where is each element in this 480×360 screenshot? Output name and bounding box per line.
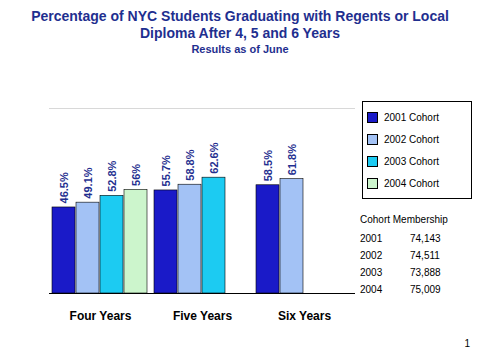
html-text:2001 Cohort: 2001 Cohort [384,111,439,123]
html-text:74,143: 74,143 [410,233,441,244]
html-text:2002: 2002 [360,250,383,261]
html-text:2002 Cohort: 2002 Cohort [384,133,439,145]
svg-text:52.8%: 52.8% [106,160,118,191]
html-text:Cohort Membership: Cohort Membership [360,214,448,225]
html-text:2001: 2001 [360,233,383,244]
html-text:2003: 2003 [360,267,383,278]
html-text:73,888: 73,888 [410,267,441,278]
svg-text:Six Years: Six Years [278,309,331,323]
html-text:Results as of June: Results as of June [191,43,289,55]
html-text:2004 Cohort: 2004 Cohort [384,177,439,189]
html-text:2004: 2004 [360,284,383,295]
html-text:1: 1 [464,338,470,349]
svg-text:46.5%: 46.5% [58,172,70,203]
svg-text:Five Years: Five Years [173,309,232,323]
svg-text:58.5%: 58.5% [262,150,274,181]
svg-text:61.8%: 61.8% [286,144,298,175]
svg-text:Four Years: Four Years [70,309,132,323]
svg-text:55.7%: 55.7% [160,155,172,186]
svg-text:56%: 56% [130,164,142,186]
svg-text:58.8%: 58.8% [184,149,196,180]
html-text:Percentage of NYC Students Gra: Percentage of NYC Students Graduating wi… [31,8,449,41]
html-text:74,511: 74,511 [410,250,440,261]
svg-text:49.1%: 49.1% [82,167,94,198]
svg-text:62.6%: 62.6% [208,142,220,173]
html-text:2003 Cohort: 2003 Cohort [384,155,439,167]
html-text:75,009: 75,009 [410,284,441,295]
